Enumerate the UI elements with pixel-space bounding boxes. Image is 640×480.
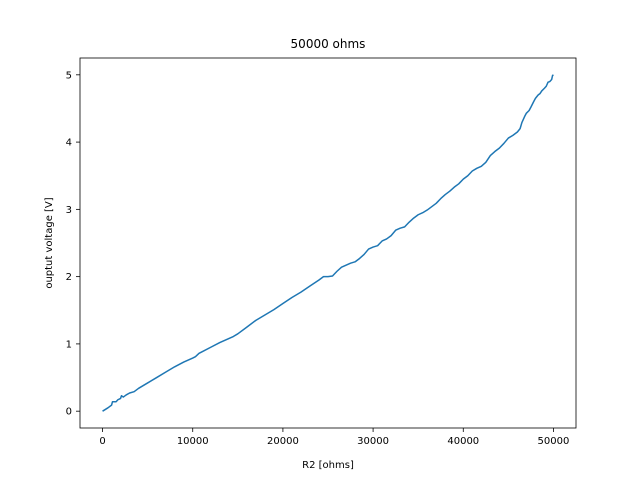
y-tick-label: 2 xyxy=(66,272,72,283)
y-tick-label: 4 xyxy=(66,138,72,149)
chart-title: 50000 ohms xyxy=(291,37,366,51)
x-tick-label: 10000 xyxy=(177,436,209,447)
x-axis-label: R2 [ohms] xyxy=(302,460,354,471)
y-tick-label: 0 xyxy=(66,407,72,418)
y-tick-label: 1 xyxy=(66,339,72,350)
y-tick-label: 3 xyxy=(66,205,72,216)
x-axis: 0 10000 20000 30000 40000 50000 xyxy=(99,428,569,447)
y-axis-label: ouptut voltage [V] xyxy=(44,197,55,288)
x-tick-label: 0 xyxy=(99,436,105,447)
plot-area-frame xyxy=(79,57,577,429)
x-tick-label: 20000 xyxy=(267,436,299,447)
x-tick-label: 30000 xyxy=(357,436,389,447)
y-axis: 0 1 2 3 4 5 xyxy=(66,70,80,418)
x-tick-label: 40000 xyxy=(447,436,479,447)
x-tick-label: 50000 xyxy=(538,436,570,447)
y-tick-label: 5 xyxy=(66,70,72,81)
series-line xyxy=(102,74,554,412)
